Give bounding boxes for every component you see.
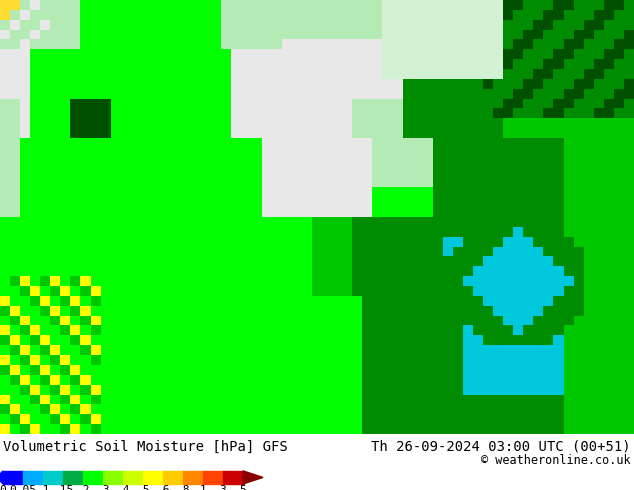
Text: .4: .4	[116, 485, 130, 490]
Bar	[203, 471, 224, 484]
Bar	[23, 471, 44, 484]
Bar	[63, 471, 84, 484]
Bar	[123, 471, 143, 484]
Bar	[3, 471, 23, 484]
Text: .5: .5	[136, 485, 150, 490]
Text: .6: .6	[156, 485, 170, 490]
Text: .15: .15	[53, 485, 73, 490]
Text: 1: 1	[200, 485, 207, 490]
Polygon shape	[0, 471, 3, 484]
Bar	[83, 471, 103, 484]
Text: .8: .8	[176, 485, 190, 490]
Text: 0: 0	[0, 485, 6, 490]
Bar	[103, 471, 124, 484]
Text: © weatheronline.co.uk: © weatheronline.co.uk	[481, 454, 631, 467]
Bar	[163, 471, 183, 484]
Text: Volumetric Soil Moisture [hPa] GFS: Volumetric Soil Moisture [hPa] GFS	[3, 440, 288, 454]
Bar	[183, 471, 204, 484]
Text: .1: .1	[36, 485, 49, 490]
Text: .2: .2	[76, 485, 90, 490]
Bar	[43, 471, 63, 484]
Bar	[143, 471, 164, 484]
Text: .3: .3	[96, 485, 110, 490]
Text: 3: 3	[219, 485, 226, 490]
Text: 5: 5	[240, 485, 247, 490]
Text: Th 26-09-2024 03:00 UTC (00+51): Th 26-09-2024 03:00 UTC (00+51)	[372, 440, 631, 454]
Text: 0.05: 0.05	[10, 485, 37, 490]
Bar	[223, 471, 243, 484]
Polygon shape	[243, 471, 263, 484]
